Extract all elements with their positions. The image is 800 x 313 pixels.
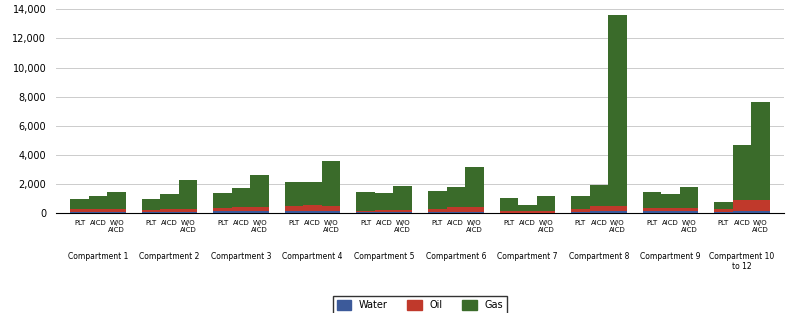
Bar bbox=[733, 145, 751, 200]
Text: Compartment 8: Compartment 8 bbox=[569, 252, 629, 261]
Bar bbox=[608, 211, 626, 213]
Bar bbox=[714, 202, 733, 209]
Bar bbox=[303, 205, 322, 211]
Bar bbox=[179, 209, 198, 212]
Bar bbox=[571, 196, 590, 209]
Bar bbox=[285, 211, 303, 213]
Bar bbox=[590, 211, 608, 213]
Bar bbox=[571, 212, 590, 213]
Bar bbox=[428, 212, 446, 213]
Bar bbox=[518, 205, 537, 211]
Bar bbox=[499, 198, 518, 211]
Bar bbox=[446, 207, 465, 212]
Bar bbox=[232, 188, 250, 207]
Bar bbox=[680, 208, 698, 211]
Bar bbox=[285, 206, 303, 211]
Bar bbox=[232, 207, 250, 211]
Bar bbox=[179, 180, 198, 209]
Bar bbox=[250, 211, 269, 213]
Bar bbox=[375, 193, 394, 210]
Legend: Water, Oil, Gas: Water, Oil, Gas bbox=[333, 296, 507, 313]
Bar bbox=[714, 209, 733, 212]
Bar bbox=[89, 196, 107, 209]
Bar bbox=[537, 211, 555, 213]
Bar bbox=[537, 196, 555, 211]
Bar bbox=[107, 212, 126, 213]
Bar bbox=[179, 212, 198, 213]
Text: Compartment 10
to 12: Compartment 10 to 12 bbox=[710, 252, 774, 271]
Bar bbox=[661, 208, 680, 211]
Bar bbox=[571, 209, 590, 212]
Bar bbox=[322, 161, 341, 206]
Bar bbox=[303, 211, 322, 213]
Bar bbox=[428, 191, 446, 209]
Bar bbox=[680, 211, 698, 213]
Bar bbox=[608, 206, 626, 211]
Bar bbox=[232, 211, 250, 213]
Bar bbox=[142, 210, 160, 212]
Bar bbox=[751, 102, 770, 200]
Bar bbox=[214, 208, 232, 211]
Bar bbox=[89, 209, 107, 212]
Bar bbox=[751, 211, 770, 213]
Bar bbox=[214, 211, 232, 213]
Bar bbox=[428, 209, 446, 212]
Bar bbox=[285, 182, 303, 206]
Bar bbox=[250, 207, 269, 211]
Bar bbox=[465, 212, 483, 213]
Bar bbox=[160, 209, 179, 212]
Bar bbox=[107, 209, 126, 212]
Text: Compartment 6: Compartment 6 bbox=[426, 252, 486, 261]
Text: Compartment 9: Compartment 9 bbox=[640, 252, 701, 261]
Bar bbox=[250, 175, 269, 207]
Bar bbox=[642, 208, 661, 211]
Bar bbox=[394, 210, 412, 213]
Bar bbox=[465, 207, 483, 212]
Bar bbox=[142, 199, 160, 210]
Bar bbox=[160, 212, 179, 213]
Text: Compartment 1: Compartment 1 bbox=[68, 252, 128, 261]
Bar bbox=[142, 212, 160, 213]
Bar bbox=[70, 209, 89, 212]
Bar bbox=[733, 200, 751, 211]
Bar bbox=[751, 200, 770, 211]
Bar bbox=[499, 211, 518, 213]
Bar bbox=[733, 211, 751, 213]
Text: Compartment 3: Compartment 3 bbox=[211, 252, 271, 261]
Bar bbox=[446, 212, 465, 213]
Text: Compartment 4: Compartment 4 bbox=[282, 252, 343, 261]
Bar bbox=[303, 182, 322, 205]
Bar bbox=[394, 186, 412, 210]
Bar bbox=[357, 211, 375, 213]
Bar bbox=[642, 211, 661, 213]
Bar bbox=[89, 212, 107, 213]
Bar bbox=[375, 210, 394, 213]
Bar bbox=[661, 211, 680, 213]
Text: Compartment 5: Compartment 5 bbox=[354, 252, 414, 261]
Bar bbox=[714, 212, 733, 213]
Bar bbox=[160, 194, 179, 209]
Bar bbox=[642, 192, 661, 208]
Bar bbox=[590, 206, 608, 211]
Bar bbox=[465, 167, 483, 207]
Bar bbox=[357, 192, 375, 211]
Bar bbox=[661, 194, 680, 208]
Bar bbox=[214, 193, 232, 208]
Bar bbox=[680, 187, 698, 208]
Text: Compartment 2: Compartment 2 bbox=[139, 252, 200, 261]
Bar bbox=[322, 211, 341, 213]
Bar bbox=[107, 192, 126, 209]
Text: Compartment 7: Compartment 7 bbox=[497, 252, 558, 261]
Bar bbox=[446, 187, 465, 207]
Bar bbox=[70, 212, 89, 213]
Bar bbox=[590, 184, 608, 206]
Bar bbox=[608, 15, 626, 206]
Bar bbox=[70, 199, 89, 209]
Bar bbox=[322, 206, 341, 211]
Bar bbox=[518, 211, 537, 213]
